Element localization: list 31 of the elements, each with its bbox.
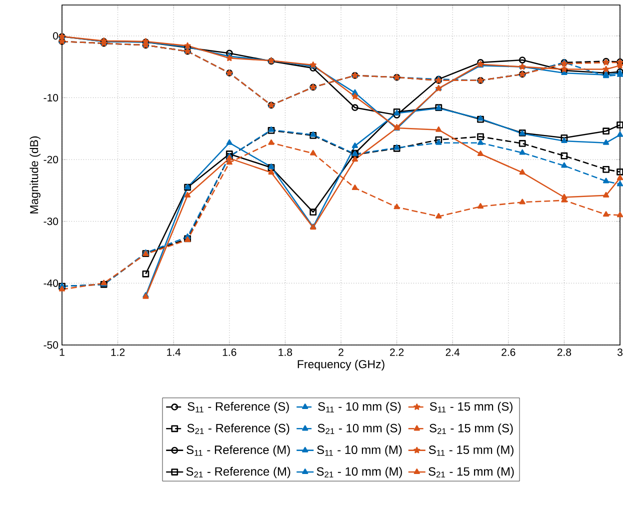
legend-label: S$_{21}$ - Reference (M) xyxy=(186,466,290,478)
y-tick-label: -20 xyxy=(44,156,58,164)
x-tick-label: 2.6 xyxy=(502,348,516,356)
legend-label: S$_{21}$ - 10 mm (S) xyxy=(318,424,401,435)
x-tick-label: 1.8 xyxy=(278,348,292,356)
legend-label: S$_{11}$ - 10 mm (S) xyxy=(318,402,401,414)
x-tick-label: 1.4 xyxy=(167,348,181,356)
y-tick-label: -50 xyxy=(44,341,58,349)
y-tick-label: -40 xyxy=(44,279,58,287)
legend-label: S$_{11}$ - 15 mm (S) xyxy=(430,402,512,414)
y-tick-label: 0 xyxy=(53,32,58,40)
legend-label: S$_{21}$ - 10 mm (M) xyxy=(316,466,402,478)
legend-label: S$_{21}$ - Reference (S) xyxy=(187,424,290,435)
y-tick-label: -10 xyxy=(44,94,58,102)
legend-label: S$_{11}$ - Reference (S) xyxy=(188,402,289,414)
y-axis-title: Magnitude (dB) xyxy=(30,136,40,214)
legend-label: S$_{11}$ - 15 mm (M) xyxy=(428,445,514,456)
x-tick-label: 2 xyxy=(338,348,344,356)
x-axis-title: Frequency (GHz) xyxy=(298,360,384,371)
x-tick-label: 1.2 xyxy=(111,348,125,356)
legend-label: S$_{11}$ - 10 mm (M) xyxy=(317,445,402,456)
x-tick-label: 2.4 xyxy=(446,348,460,356)
y-tick-label: -30 xyxy=(44,218,58,226)
x-tick-label: 1.6 xyxy=(222,348,236,356)
legend-label: S$_{21}$ - 15 mm (S) xyxy=(430,424,513,435)
x-tick-label: 2.8 xyxy=(557,348,572,356)
x-tick-label: 2.2 xyxy=(390,348,404,356)
x-tick-label: 1 xyxy=(60,348,64,356)
x-tick-label: 3 xyxy=(617,348,622,356)
legend-label: S$_{21}$ - 15 mm (M) xyxy=(428,466,514,478)
legend-label: S$_{11}$ - Reference (M) xyxy=(186,445,290,456)
